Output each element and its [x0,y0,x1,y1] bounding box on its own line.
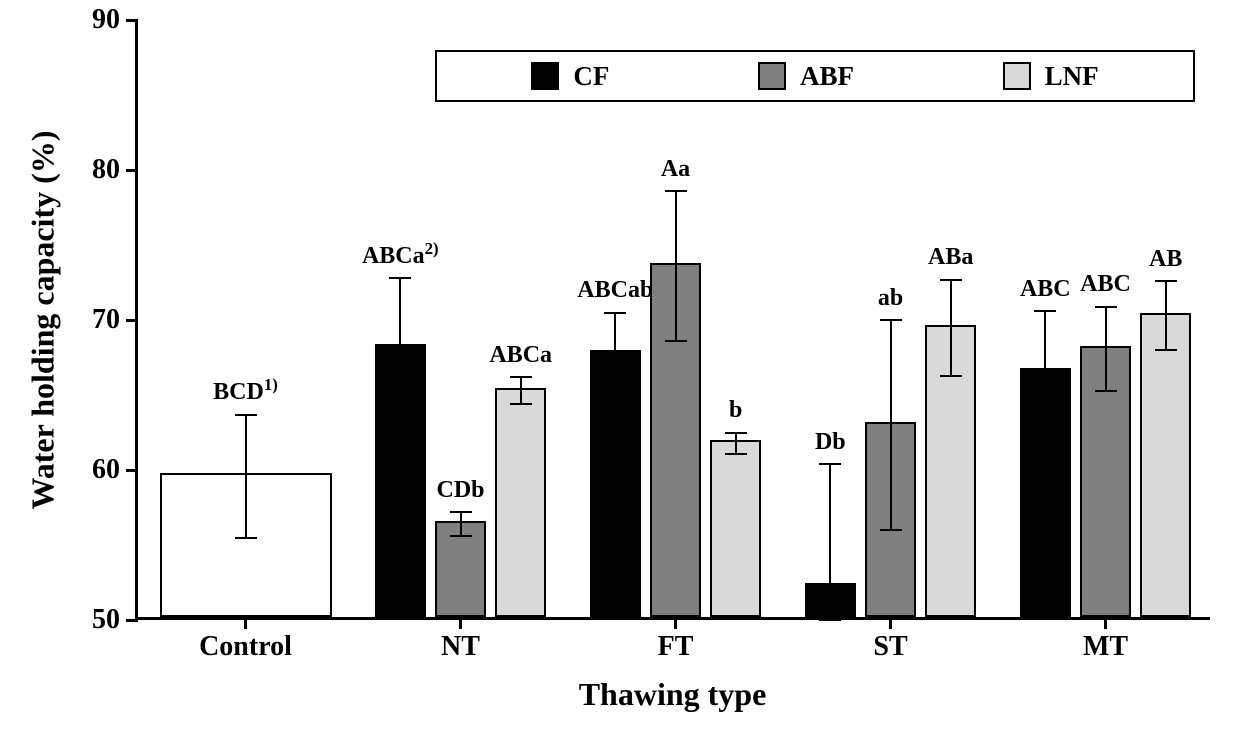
error-cap [389,415,411,417]
plot-area: 5060708090ControlBCD1)NTABCa2)CDbABCaFTA… [135,20,1210,620]
legend-item-cf: CF [531,61,609,92]
bar-annotation: AB [1149,247,1182,272]
error-cap [880,319,902,321]
error-cap [235,414,257,416]
bar-annotation: CDb [436,478,484,503]
bar-annotation: ABCa [489,343,552,368]
error-cap [510,403,532,405]
bar-lnf [495,388,547,618]
error-cap [604,393,626,395]
error-cap [1034,430,1056,432]
chart-canvas: 50 60 70 80 90 Control BCD1) NT ABCa2) CDb ABCa FT A… [0,0,1260,747]
error-cap [880,529,902,531]
x-tick-label: Control [199,617,292,663]
error-bar [399,278,401,416]
bar-annotation: Db [815,430,846,455]
error-cap [725,432,747,434]
error-cap [819,463,841,465]
legend-item-abf: ABF [758,61,854,92]
error-bar [675,191,677,341]
bar-lnf [710,440,762,617]
bar-annotation: b [729,398,742,423]
error-bar [614,313,616,394]
error-bar [829,464,831,620]
legend-label: ABF [800,61,854,92]
legend: CF ABF LNF [435,50,1195,102]
error-cap [1095,390,1117,392]
y-axis-title: Water holding capacity (%) [25,131,62,510]
error-bar [460,512,462,536]
error-bar [245,415,247,538]
legend-swatch [1003,62,1031,90]
x-tick-label: FT [658,617,694,663]
legend-label: CF [573,61,609,92]
y-tick-label: 90 [92,4,138,36]
y-tick-label: 60 [92,454,138,486]
error-cap [1034,310,1056,312]
bar-annotation: ABa [928,245,973,270]
legend-item-lnf: LNF [1003,61,1099,92]
error-cap [665,340,687,342]
bar-annotation: ab [878,286,903,311]
y-tick-label: 70 [92,304,138,336]
error-bar [735,433,737,454]
x-axis-title: Thawing type [579,676,767,713]
error-cap [604,312,626,314]
error-cap [1155,280,1177,282]
error-cap [235,537,257,539]
error-cap [940,279,962,281]
error-cap [389,277,411,279]
y-tick-label: 80 [92,154,138,186]
error-cap [450,535,472,537]
error-bar [890,320,892,530]
error-cap [665,190,687,192]
x-tick-label: MT [1083,617,1128,663]
error-bar [1105,307,1107,391]
error-cap [1155,349,1177,351]
legend-swatch [531,62,559,90]
error-bar [1044,311,1046,431]
error-bar [520,377,522,404]
legend-label: LNF [1045,61,1099,92]
x-tick-label: ST [873,617,907,663]
bar-annotation: ABC [1020,277,1071,302]
error-cap [725,453,747,455]
bar-annotation: Aa [661,157,690,182]
bar-lnf [1140,313,1192,618]
error-cap [819,619,841,621]
error-cap [940,375,962,377]
error-bar [1165,281,1167,350]
legend-swatch [758,62,786,90]
x-tick-label: NT [441,617,480,663]
error-bar [950,280,952,376]
error-cap [1095,306,1117,308]
bar-annotation: ABCa2) [362,244,439,269]
error-cap [450,511,472,513]
bar-annotation: ABCab [577,278,653,303]
bar-annotation: ABC [1080,272,1131,297]
bar-annotation: BCD1) [213,380,278,405]
error-cap [510,376,532,378]
y-tick-label: 50 [92,604,138,636]
